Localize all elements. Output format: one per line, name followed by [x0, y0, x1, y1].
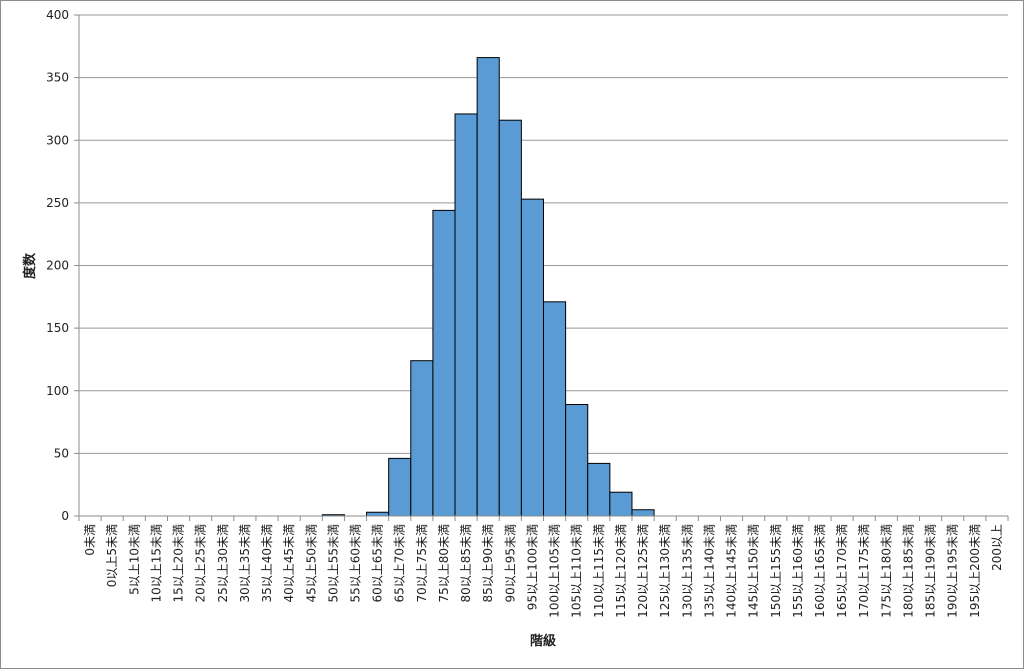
bar [609, 491, 633, 517]
x-axis-title: 階級 [530, 633, 556, 649]
x-tick-label: 60以上65未満 [371, 524, 385, 603]
y-tick-label: 350 [46, 71, 69, 85]
bar [520, 198, 545, 517]
y-tick-label: 300 [46, 133, 69, 147]
bar [587, 462, 611, 517]
bar [631, 509, 655, 517]
x-tick-label: 100以上105未満 [548, 524, 562, 618]
y-tick-label: 100 [46, 384, 69, 398]
x-tick-label: 110以上115未満 [592, 524, 606, 618]
x-tick-label: 120以上125未満 [636, 524, 650, 618]
x-tick-label: 95以上100未満 [525, 524, 539, 610]
x-tick-label: 20以上25未満 [194, 524, 208, 603]
bar [454, 113, 478, 517]
bar [476, 57, 500, 517]
x-tick-label: 10以上15未満 [149, 524, 163, 603]
x-tick-label: 115以上120未満 [614, 524, 628, 618]
x-tick-label: 185以上190未満 [924, 524, 938, 618]
x-tick-label: 190以上195未満 [946, 524, 960, 618]
y-tick-label: 400 [46, 8, 69, 22]
x-tick-label: 175以上180未満 [879, 524, 893, 618]
y-tick-label: 150 [46, 321, 69, 335]
bar [565, 404, 589, 517]
y-tick-label: 200 [46, 259, 69, 273]
x-tick-label: 170以上175未満 [857, 524, 871, 618]
bar [432, 209, 456, 517]
y-tick-label: 250 [46, 196, 69, 210]
bar [388, 457, 412, 517]
x-tick-label: 85以上90未満 [481, 524, 495, 603]
x-tick-label: 70以上75未満 [415, 524, 429, 603]
x-tick-label: 80以上85未満 [459, 524, 473, 603]
bar [498, 119, 522, 517]
x-tick-label: 135以上140未満 [702, 524, 716, 618]
x-tick-label: 65以上70未満 [393, 524, 407, 603]
x-tick-label: 130以上135未満 [680, 524, 694, 618]
x-tick-label: 145以上150未満 [747, 524, 761, 618]
x-tick-label: 140以上145未満 [725, 524, 739, 618]
x-tick-label: 105以上110未満 [570, 524, 584, 618]
x-tick-label: 195以上200未満 [968, 524, 982, 618]
bar [543, 301, 567, 517]
y-tick-label: 0 [61, 509, 69, 523]
x-tick-label: 35以上40未満 [260, 524, 274, 603]
x-tick-label: 45以上50未満 [304, 524, 318, 603]
x-tick-label: 75以上80未満 [437, 524, 451, 603]
x-tick-label: 90以上95未満 [503, 524, 517, 603]
bar [410, 360, 434, 517]
x-tick-label: 30以上35未満 [238, 524, 252, 603]
x-tick-label: 25以上30未満 [216, 524, 230, 603]
x-tick-label: 125以上130未満 [658, 524, 672, 618]
x-tick-label: 0以上5未満 [105, 524, 119, 587]
bar [366, 511, 390, 517]
x-tick-label: 150以上155未満 [769, 524, 783, 618]
x-tick-label: 165以上170未満 [835, 524, 849, 618]
y-tick-labels: 0 50 100 150 200 250 300 350 400 [46, 8, 69, 523]
x-tick-label: 5以上10未満 [127, 524, 141, 595]
y-axis-title: 度数 [22, 252, 38, 279]
x-tick-label: 155以上160未満 [791, 524, 805, 618]
x-tick-label: 0未満 [83, 524, 97, 556]
x-tick-label: 180以上185未満 [901, 524, 915, 618]
x-tick-labels: 0未満 0以上5未満 5以上10未満 10以上15未満 15以上20未満 20以上25未満… [83, 516, 1009, 618]
x-tick-label: 55以上60未満 [348, 524, 362, 603]
y-tick-label: 50 [54, 446, 69, 460]
x-tick-label: 50以上55未満 [326, 524, 340, 603]
bars [321, 57, 655, 517]
axes [74, 15, 1008, 521]
x-tick-label: 15以上20未満 [172, 524, 186, 603]
x-tick-label: 160以上165未満 [813, 524, 827, 618]
x-tick-label: 200以上 [990, 524, 1004, 571]
x-tick-label: 40以上45未満 [282, 524, 296, 603]
